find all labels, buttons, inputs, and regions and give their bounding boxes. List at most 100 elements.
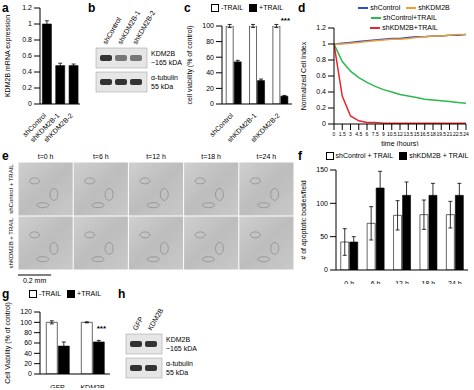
svg-text:0.2: 0.2 [22, 84, 32, 91]
svg-text:0 h: 0 h [344, 280, 354, 284]
svg-text:21: 21 [447, 131, 453, 137]
svg-text:13.5: 13.5 [403, 131, 413, 137]
svg-text:60: 60 [206, 54, 214, 61]
svg-text:0: 0 [28, 100, 32, 107]
svg-text:1.5: 1.5 [339, 131, 346, 137]
svg-text:GFP: GFP [50, 384, 65, 388]
html-text:b: b [88, 1, 96, 15]
svg-text:3: 3 [349, 131, 352, 137]
svg-text:Normalized Cell Index: Normalized Cell Index [300, 41, 307, 110]
svg-text:0: 0 [324, 266, 328, 273]
svg-text:1: 1 [322, 40, 326, 47]
html-text:g: g [2, 287, 10, 301]
svg-text:1: 1 [28, 20, 32, 27]
svg-text:t=6 h: t=6 h [93, 153, 109, 160]
html-text:shKDM2B: shKDM2B [418, 4, 450, 11]
svg-text:0: 0 [322, 120, 326, 127]
svg-text:KDM2B: KDM2B [146, 307, 164, 332]
svg-text:shControl: shControl [21, 111, 48, 138]
svg-text:150: 150 [316, 166, 328, 173]
svg-text:100: 100 [202, 22, 214, 29]
svg-text:100: 100 [316, 200, 328, 207]
svg-text:~165 kDA: ~165 kDA [151, 59, 182, 66]
html-text:+TRAIL: +TRAIL [259, 4, 283, 11]
svg-text:shControl: shControl [101, 16, 123, 46]
svg-text:19.5: 19.5 [436, 131, 446, 137]
svg-text:16.5: 16.5 [420, 131, 430, 137]
svg-text:shKDM2B-1: shKDM2B-1 [116, 9, 142, 46]
svg-text:4.5: 4.5 [355, 131, 362, 137]
svg-text:shKDM2B-2: shKDM2B-2 [249, 112, 281, 144]
svg-text:0.6: 0.6 [22, 52, 32, 59]
svg-text:0.4: 0.4 [22, 68, 32, 75]
svg-text:80: 80 [24, 329, 32, 336]
svg-text:55 kDa: 55 kDa [166, 369, 188, 376]
svg-text:20: 20 [24, 360, 32, 367]
svg-text:α-tubulin: α-tubulin [151, 74, 178, 81]
svg-text:KDM2B: KDM2B [166, 336, 190, 343]
svg-text:24: 24 [463, 131, 466, 137]
svg-text:Cell Viability (% of control): Cell Viability (% of control) [8, 302, 12, 384]
svg-text:60: 60 [24, 339, 32, 346]
svg-text:12 h: 12 h [395, 280, 409, 284]
svg-text:20: 20 [206, 85, 214, 92]
svg-text:0.8: 0.8 [22, 36, 32, 43]
svg-text:0.4: 0.4 [316, 88, 326, 95]
svg-text:1.2: 1.2 [316, 24, 326, 31]
svg-text:40: 40 [206, 69, 214, 76]
svg-text:~165 kDA: ~165 kDA [166, 345, 197, 352]
svg-text:15: 15 [414, 131, 420, 137]
svg-text:80: 80 [206, 38, 214, 45]
svg-text:KDM2B: KDM2B [80, 384, 104, 388]
svg-text:shKDM2B-1: shKDM2B-1 [226, 111, 258, 144]
svg-text:18 h: 18 h [422, 280, 436, 284]
svg-text:22.5: 22.5 [453, 131, 463, 137]
svg-text:shControl: shControl [208, 111, 235, 138]
svg-text:shControl + TRAIL: shControl + TRAIL [8, 164, 14, 214]
svg-text:shKDM2B-2: shKDM2B-2 [131, 9, 156, 45]
svg-text:0.2: 0.2 [316, 104, 326, 111]
svg-text:KDM2B: KDM2B [151, 50, 175, 57]
svg-text:6: 6 [366, 131, 369, 137]
svg-text:10.5: 10.5 [387, 131, 397, 137]
svg-text:40: 40 [24, 350, 32, 357]
svg-text:shKDM2B + TRAIL: shKDM2B + TRAIL [8, 217, 14, 268]
svg-text:50: 50 [320, 233, 328, 240]
svg-text:120: 120 [20, 308, 32, 315]
html-text:shKDM2B+TRAIL: shKDM2B+TRAIL [382, 24, 438, 31]
svg-text:time (hours): time (hours) [381, 140, 418, 146]
svg-text:9: 9 [382, 131, 385, 137]
html-text:shControl+TRAIL: shControl+TRAIL [383, 14, 437, 21]
svg-text:t=18 h: t=18 h [201, 153, 221, 160]
svg-text:shKDM2B-2: shKDM2B-2 [42, 112, 74, 144]
svg-text:18: 18 [430, 131, 436, 137]
svg-text:0: 0 [28, 370, 32, 377]
svg-text:0.2 mm: 0.2 mm [23, 277, 47, 284]
svg-text:GFP: GFP [131, 315, 144, 331]
svg-text:cell viability (% of control): cell viability (% of control) [186, 26, 194, 105]
html-text:shControl: shControl [370, 4, 401, 11]
svg-text:0: 0 [333, 131, 336, 137]
html-text:d: d [298, 1, 306, 15]
svg-text:shKDM2B-1: shKDM2B-1 [29, 111, 61, 144]
svg-text:0.8: 0.8 [316, 56, 326, 63]
html-text:a: a [2, 1, 9, 15]
svg-text:t=12 h: t=12 h [146, 153, 166, 160]
svg-text:# of apoptotic bodies/field: # of apoptotic bodies/field [300, 180, 308, 259]
svg-text:t=24 h: t=24 h [257, 153, 277, 160]
svg-text:7.5: 7.5 [372, 131, 379, 137]
svg-text:α-tubulin: α-tubulin [166, 360, 193, 367]
svg-text:0.6: 0.6 [316, 72, 326, 79]
html-text:c: c [184, 1, 191, 15]
svg-text:0: 0 [210, 100, 214, 107]
svg-text:6 h: 6 h [371, 280, 381, 284]
svg-text:t=0 h: t=0 h [38, 153, 54, 160]
svg-text:1.2: 1.2 [22, 4, 32, 11]
svg-text:55 kDa: 55 kDa [151, 83, 173, 90]
svg-text:KDM2B mRNA expression: KDM2B mRNA expression [8, 15, 12, 97]
svg-text:100: 100 [20, 319, 32, 326]
svg-text:24 h: 24 h [448, 280, 462, 284]
html-text:-TRAIL: -TRAIL [220, 4, 244, 11]
html-text:h: h [118, 287, 126, 301]
svg-text:12: 12 [397, 131, 403, 137]
